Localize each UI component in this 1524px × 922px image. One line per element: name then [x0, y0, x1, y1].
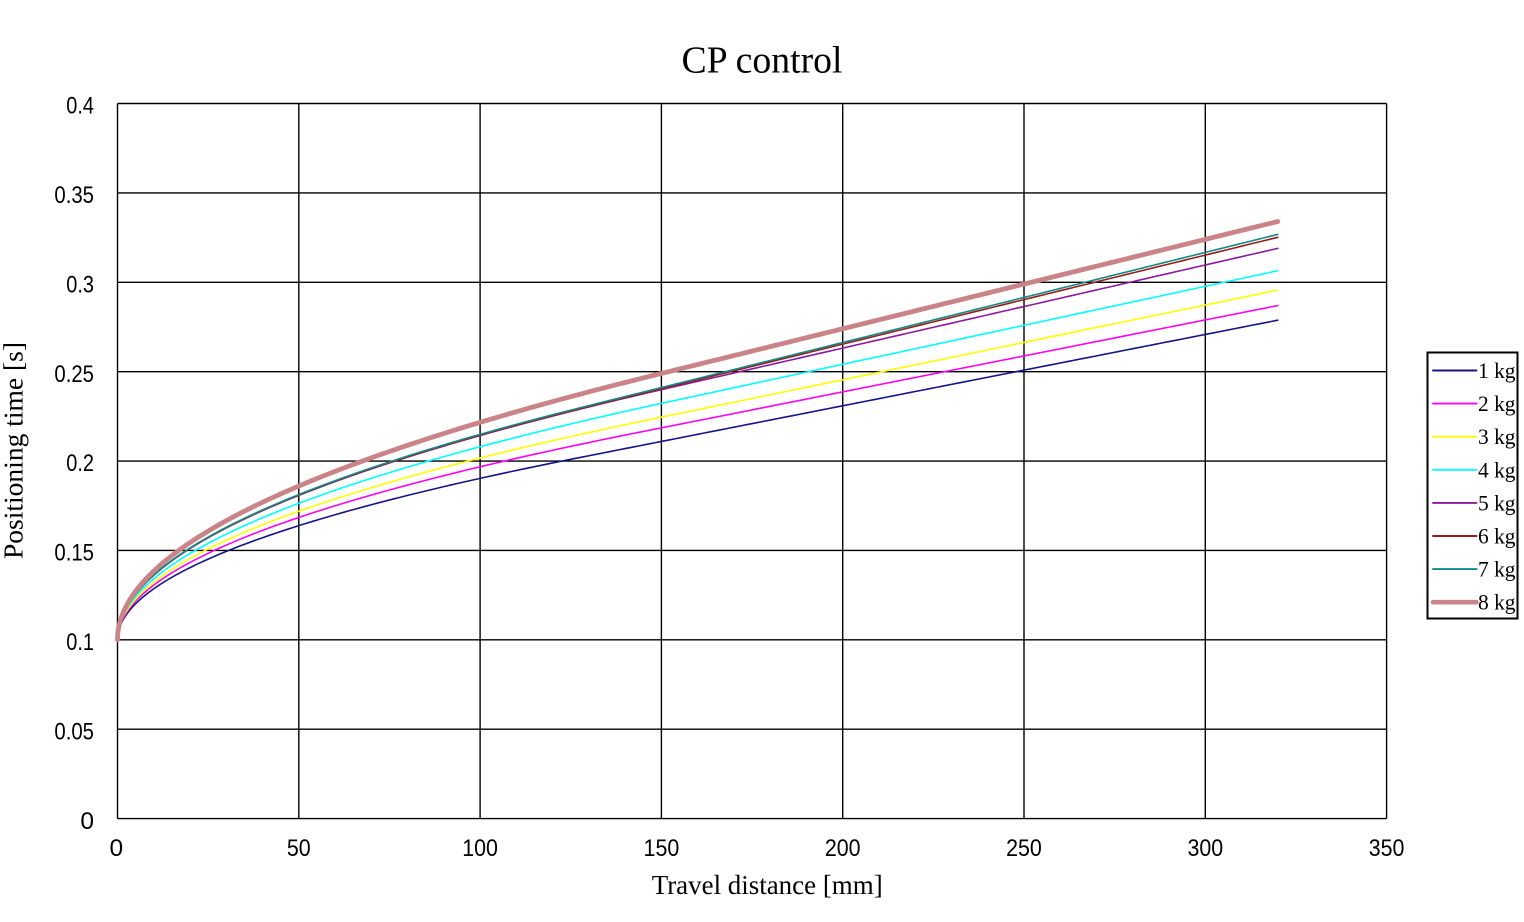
svg-text:0.15: 0.15 — [54, 540, 94, 567]
svg-text:4 kg: 4 kg — [1478, 457, 1516, 482]
svg-text:0.2: 0.2 — [66, 450, 94, 477]
svg-text:250: 250 — [1006, 835, 1042, 862]
svg-text:0.05: 0.05 — [54, 718, 94, 745]
svg-text:150: 150 — [644, 835, 680, 862]
svg-text:Positioning time [s]: Positioning time [s] — [0, 342, 29, 559]
svg-text:200: 200 — [825, 835, 861, 862]
svg-text:0.35: 0.35 — [54, 182, 94, 209]
svg-text:350: 350 — [1369, 835, 1405, 862]
svg-text:0.3: 0.3 — [66, 272, 94, 299]
svg-text:5 kg: 5 kg — [1478, 490, 1516, 515]
svg-text:0.25: 0.25 — [54, 361, 94, 388]
svg-text:0: 0 — [109, 835, 123, 862]
svg-text:100: 100 — [462, 835, 498, 862]
svg-text:0.1: 0.1 — [66, 629, 94, 656]
svg-text:8 kg: 8 kg — [1478, 590, 1516, 615]
svg-text:300: 300 — [1187, 835, 1223, 862]
svg-text:3 kg: 3 kg — [1478, 424, 1516, 449]
svg-text:CP control: CP control — [682, 39, 843, 81]
svg-text:1 kg: 1 kg — [1478, 358, 1516, 383]
svg-text:0.4: 0.4 — [66, 93, 94, 120]
svg-text:7 kg: 7 kg — [1478, 557, 1516, 582]
svg-text:6 kg: 6 kg — [1478, 524, 1516, 549]
svg-text:0: 0 — [80, 808, 94, 835]
svg-text:Travel distance [mm]: Travel distance [mm] — [652, 870, 883, 900]
svg-text:2 kg: 2 kg — [1478, 391, 1516, 416]
svg-text:50: 50 — [287, 835, 311, 862]
